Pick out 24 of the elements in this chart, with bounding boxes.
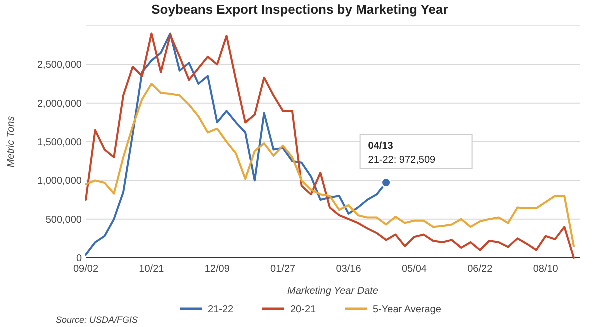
legend-label: 21-22 (208, 304, 234, 316)
y-tick-label: 2,000,000 (38, 98, 82, 110)
x-axis-title: Marketing Year Date (288, 286, 379, 297)
line-series (85, 32, 575, 259)
x-tick-label: 03/16 (336, 264, 362, 275)
line-series (85, 83, 575, 248)
x-tick-label: 08/10 (533, 264, 559, 275)
annotation: 04/13 21-22: 972,509 (368, 140, 436, 166)
y-tick-label: 1,000,000 (38, 176, 82, 188)
x-tick-label: 06/22 (468, 264, 494, 275)
chart-title: Soybeans Export Inspections by Marketing Year (152, 2, 448, 17)
y-tick-label: 0 (76, 254, 82, 264)
x-tick-label: 09/02 (73, 264, 99, 275)
y-tick-label: 2,500,000 (38, 60, 82, 72)
y-tick-label: 500,000 (46, 214, 82, 226)
x-tick-label: 10/21 (139, 264, 165, 275)
legend-label: 5-Year Average (373, 304, 442, 316)
y-tick-label: 1,500,000 (38, 138, 82, 148)
y-axis-title: Metric Tons (6, 116, 17, 168)
x-tick-label: 12/09 (204, 264, 230, 275)
legend-label: 20-21 (290, 304, 317, 316)
x-tick-label: 01/27 (270, 264, 296, 275)
source-note: Source: USDA/FGIS (56, 315, 138, 325)
x-tick-label: 05/04 (402, 264, 428, 275)
